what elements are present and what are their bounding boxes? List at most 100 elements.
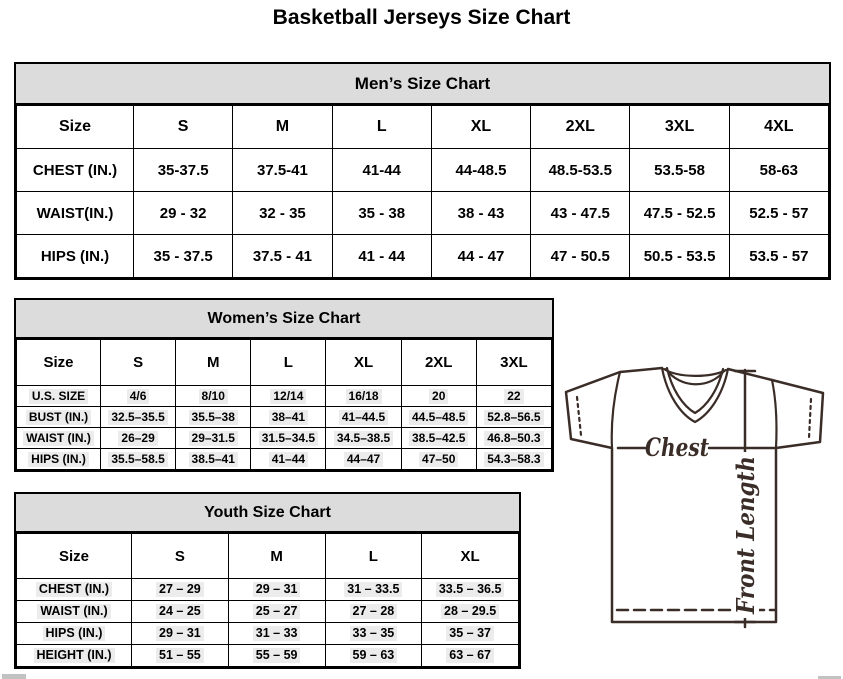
- table-row: HEIGHT (IN.) 51 – 55 55 – 59 59 – 63 63 – 67: [16, 644, 519, 667]
- size-value-cell: 27 – 28: [324, 600, 423, 623]
- size-value-cell: 63 – 67: [421, 644, 519, 667]
- cell-text: 28 – 29.5: [441, 603, 500, 620]
- size-value-cell: 59 – 63: [324, 644, 423, 667]
- size-value-cell: 29 – 31: [227, 578, 326, 601]
- size-value-cell: 38.5–42.5: [400, 427, 477, 449]
- cell-text: 38.5–41: [188, 451, 238, 467]
- left-sleeve-dash-line: [575, 395, 583, 437]
- cell-text: 55 – 59: [252, 647, 301, 664]
- size-value-cell: 20: [400, 385, 477, 407]
- jersey-diagram: Chest Front Length: [564, 366, 825, 629]
- row-label: HIPS (IN.): [16, 234, 134, 278]
- cell-text: 31 – 33.5: [344, 581, 403, 598]
- size-value-cell: 24 – 25: [131, 600, 229, 623]
- size-value-cell: 35 - 38: [331, 191, 432, 235]
- size-value-cell: 25 – 27: [227, 600, 326, 623]
- column-header: 4XL: [728, 105, 830, 149]
- size-value-cell: 29 – 31: [131, 622, 229, 645]
- collar-back-arc-2: [664, 367, 726, 386]
- column-header-row: Size S M L XL 2XL 3XL: [16, 339, 553, 386]
- column-header: S: [131, 533, 229, 579]
- cell-text: 24 – 25: [156, 603, 204, 620]
- front-length-label: Front Length: [731, 456, 760, 615]
- size-value-cell: 47.5 - 52.5: [629, 191, 730, 235]
- cell-text: 33.5 – 36.5: [435, 581, 505, 598]
- size-value-cell: 47–50: [400, 448, 477, 470]
- youth-chart-title: Youth Size Chart: [16, 494, 519, 533]
- size-value-cell: 51 – 55: [131, 644, 229, 667]
- size-value-cell: 37.5 - 41: [232, 234, 333, 278]
- size-value-cell: 41 - 44: [331, 234, 432, 278]
- size-value-cell: 32 - 35: [232, 191, 333, 235]
- size-value-cell: 41-44: [331, 148, 432, 192]
- row-label: WAIST (IN.): [16, 600, 132, 623]
- row-label: CHEST (IN.): [16, 578, 132, 601]
- cell-text: 22: [504, 388, 524, 404]
- cell-text: 27 – 28: [349, 603, 398, 620]
- size-value-cell: 34.5–38.5: [325, 427, 402, 449]
- cell-text: 52.8–56.5: [484, 409, 544, 425]
- column-header: 3XL: [629, 105, 730, 149]
- size-value-cell: 38 - 43: [430, 191, 532, 235]
- size-value-cell: 58-63: [728, 148, 830, 192]
- size-value-cell: 41–44.5: [325, 406, 402, 428]
- cell-text: 29 – 31: [252, 581, 301, 598]
- left-armhole-seam: [610, 370, 622, 450]
- cell-text: CHEST (IN.): [35, 581, 113, 598]
- vneck-outer-line: [660, 366, 730, 424]
- scrollbar-fragment-left[interactable]: [2, 674, 26, 679]
- row-label: U.S. SIZE: [16, 385, 101, 407]
- cell-text: WAIST (IN.): [37, 603, 111, 620]
- size-value-cell: 33.5 – 36.5: [421, 578, 519, 601]
- table-row: U.S. SIZE 4/6 8/10 12/14 16/18 20 22: [16, 385, 553, 407]
- cell-text: 35.5–58.5: [108, 451, 168, 467]
- page-title: Basketball Jerseys Size Chart: [272, 6, 571, 29]
- column-header: L: [324, 533, 423, 579]
- size-value-cell: 53.5 - 57: [728, 234, 830, 278]
- cell-text: 26–29: [118, 430, 158, 446]
- cell-text: 47–50: [419, 451, 459, 467]
- size-value-cell: 47 - 50.5: [530, 234, 631, 278]
- womens-size-table: Size S M L XL 2XL 3XL U.S. SIZE 4/6 8/10 12/14 16/…: [16, 339, 553, 470]
- row-label: CHEST (IN.): [16, 148, 134, 192]
- column-header: L: [331, 105, 432, 149]
- cell-text: 51 – 55: [156, 647, 204, 664]
- column-header: S: [99, 339, 177, 386]
- size-value-cell: 32.5–35.5: [99, 406, 177, 428]
- cell-text: HIPS (IN.): [28, 451, 89, 467]
- cell-text: 35.5–38: [188, 409, 238, 425]
- right-armhole-seam: [770, 378, 778, 450]
- size-value-cell: 33 – 35: [324, 622, 423, 645]
- scrollbar-fragment-right[interactable]: [818, 676, 841, 679]
- cell-text: 12/14: [270, 388, 307, 404]
- cell-text: 33 – 35: [349, 625, 398, 642]
- column-header: M: [175, 339, 252, 386]
- table-row: HIPS (IN.) 29 – 31 31 – 33 33 – 35 35 – 37: [16, 622, 519, 645]
- size-value-cell: 12/14: [250, 385, 327, 407]
- cell-text: 29–31.5: [188, 430, 238, 446]
- cell-text: 25 – 27: [252, 603, 301, 620]
- row-label: BUST (IN.): [16, 406, 101, 428]
- cell-text: WAIST (IN.): [23, 430, 94, 446]
- column-header: Size: [16, 533, 132, 579]
- youth-size-table: Size S M L XL CHEST (IN.) 27 – 29 29 – 31 31 – …: [16, 533, 519, 667]
- column-header: Size: [16, 339, 101, 386]
- size-value-cell: 35.5–38: [175, 406, 252, 428]
- row-label: HIPS (IN.): [16, 622, 132, 645]
- cell-text: 38.5–42.5: [409, 430, 469, 446]
- size-value-cell: 4/6: [99, 385, 177, 407]
- size-value-cell: 52.8–56.5: [475, 406, 553, 428]
- size-value-cell: 35 – 37: [421, 622, 519, 645]
- size-value-cell: 22: [475, 385, 553, 407]
- column-header-row: Size S M L XL: [16, 533, 519, 579]
- mens-size-chart: Men’s Size Chart Size S M L XL 2XL 3XL 4XL CHES…: [14, 62, 831, 280]
- cell-text: 59 – 63: [349, 647, 398, 664]
- cell-text: 4/6: [126, 388, 150, 404]
- column-header: Size: [16, 105, 134, 149]
- size-value-cell: 16/18: [325, 385, 402, 407]
- collar-back-arc-1: [662, 367, 728, 377]
- cell-text: 35 – 37: [446, 625, 494, 642]
- cell-text: BUST (IN.): [25, 409, 92, 425]
- table-row: WAIST (IN.) 24 – 25 25 – 27 27 – 28 28 – 29.…: [16, 600, 519, 623]
- size-value-cell: 35.5–58.5: [99, 448, 177, 470]
